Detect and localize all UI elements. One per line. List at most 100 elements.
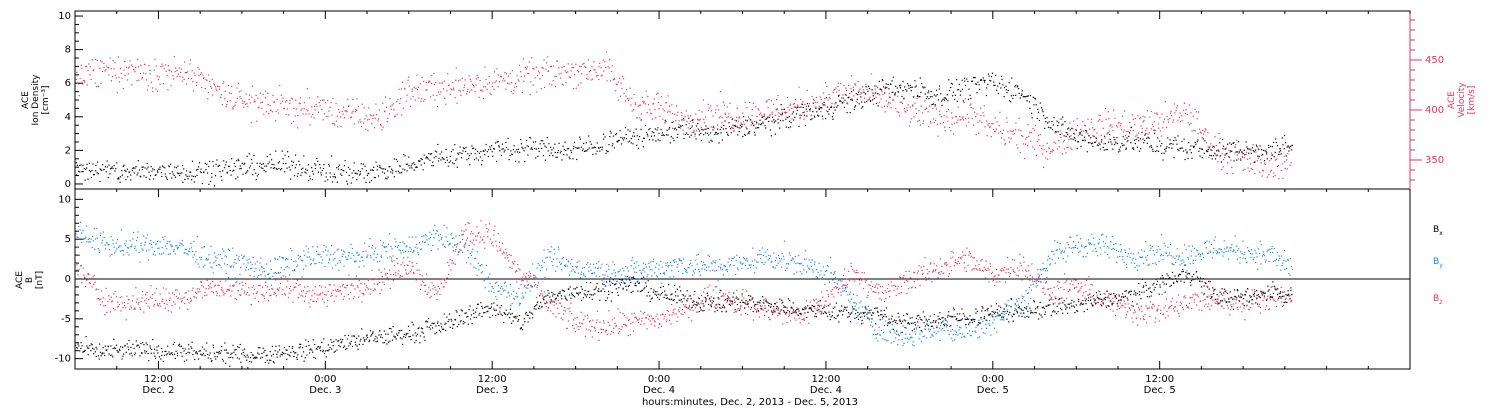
by-point [281, 256, 283, 258]
density-point [1093, 135, 1095, 137]
bz-point [454, 263, 456, 265]
velocity-point [314, 105, 316, 107]
density-point [302, 167, 304, 169]
by-point [246, 259, 248, 261]
by-point [90, 238, 92, 240]
density-point [629, 140, 631, 142]
density-point [1244, 154, 1246, 156]
velocity-point [1270, 152, 1272, 154]
bz-point [972, 257, 974, 259]
by-point [212, 272, 214, 274]
bz-point [1130, 309, 1132, 311]
density-point [191, 179, 193, 181]
bz-point [1242, 303, 1244, 305]
bz-point [242, 284, 244, 286]
bz-point [270, 284, 272, 286]
bz-point [80, 265, 82, 267]
velocity-point [453, 87, 455, 89]
velocity-point [453, 89, 455, 91]
velocity-point [1071, 149, 1073, 151]
density-point [920, 91, 922, 93]
bz-point [279, 287, 281, 289]
bz-point [671, 304, 673, 306]
density-point [247, 170, 249, 172]
density-point [514, 151, 516, 153]
bz-point [805, 307, 808, 309]
density-point [1146, 137, 1148, 139]
density-point [1277, 145, 1279, 147]
by-point [121, 249, 123, 252]
velocity-point [775, 114, 777, 116]
bz-point [309, 306, 311, 308]
density-point [952, 95, 954, 97]
density-point [1261, 154, 1263, 156]
density-point [1284, 134, 1286, 137]
bz-point [596, 319, 598, 321]
density-point [399, 165, 401, 167]
density-point [155, 174, 157, 176]
density-point [171, 177, 173, 179]
density-point [659, 140, 661, 142]
bz-point [1000, 270, 1003, 272]
by-point [134, 246, 136, 248]
velocity-point [814, 101, 816, 103]
by-point [106, 242, 108, 244]
velocity-point [515, 83, 517, 85]
bz-point [499, 241, 501, 243]
bz-point [295, 286, 297, 288]
density-point [183, 168, 185, 170]
velocity-point [508, 83, 510, 85]
density-point [844, 99, 846, 101]
bz-point [1016, 274, 1018, 276]
velocity-point [677, 111, 679, 113]
density-point [186, 170, 188, 172]
velocity-point [705, 128, 707, 130]
density-point [650, 135, 653, 137]
bz-point [739, 307, 742, 309]
velocity-point [285, 113, 287, 116]
velocity-point [404, 88, 406, 90]
bz-point [216, 295, 218, 297]
bz-point [594, 327, 596, 329]
density-point [807, 105, 810, 107]
velocity-point [995, 130, 997, 132]
bz-point [792, 311, 794, 313]
by-point [170, 244, 172, 246]
bz-point [185, 292, 187, 294]
by-point [149, 242, 151, 245]
density-point [586, 150, 588, 152]
velocity-point [1274, 159, 1276, 161]
density-point [870, 100, 872, 102]
bz-point [975, 268, 977, 270]
velocity-point [1202, 133, 1205, 135]
bz-point [171, 305, 173, 307]
density-point [1212, 155, 1215, 157]
density-point [735, 125, 737, 128]
bz-point [604, 331, 606, 333]
bz-point [211, 291, 213, 293]
velocity-point [119, 68, 121, 70]
velocity-point [888, 93, 890, 95]
density-point [127, 176, 129, 178]
by-point [300, 259, 302, 261]
velocity-point [964, 98, 967, 100]
density-point [131, 169, 133, 172]
bz-point [407, 264, 409, 266]
bz-point [98, 297, 100, 299]
density-point [329, 176, 331, 178]
by-point [292, 270, 294, 272]
bz-point [315, 301, 318, 303]
bz-point [157, 304, 159, 306]
density-point [1230, 143, 1232, 145]
velocity-point [768, 98, 770, 101]
velocity-point [482, 98, 484, 100]
velocity-point [1230, 159, 1232, 161]
bz-point [945, 262, 947, 264]
velocity-point [1004, 142, 1006, 145]
velocity-point [236, 87, 238, 89]
velocity-point [107, 67, 109, 69]
density-point [208, 165, 210, 168]
velocity-point [845, 87, 847, 89]
density-point [1273, 156, 1275, 158]
by-point [289, 274, 291, 276]
